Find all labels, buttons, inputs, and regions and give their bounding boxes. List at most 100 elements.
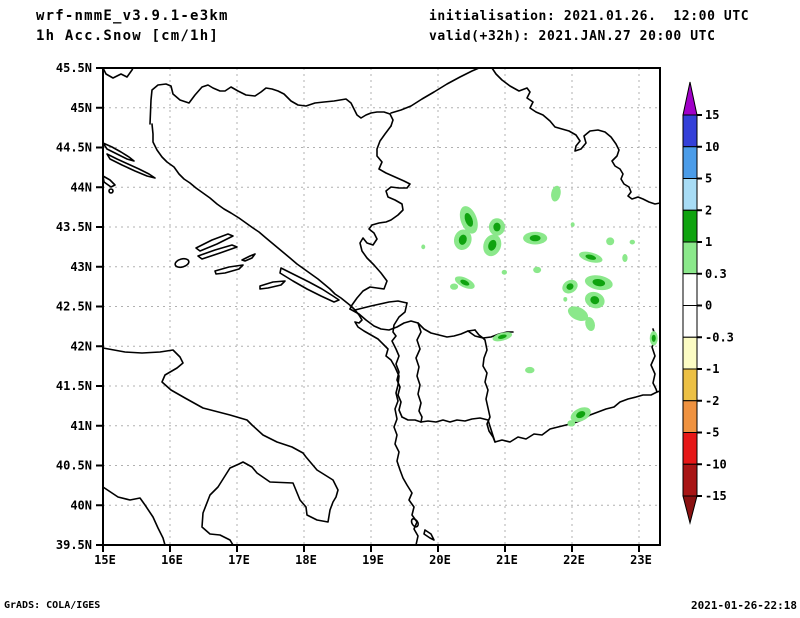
snow-patch [551,185,561,202]
snow-patch-core [529,234,541,242]
lon-tick-label: 18E [295,553,317,567]
coastline-italy-east [102,347,339,546]
island-dugi-otok [195,233,234,252]
snow-patch-core [493,222,501,232]
island-corfu [410,518,419,528]
lat-tick-label: 41N [70,419,92,433]
snow-patch [421,244,426,250]
border-north [149,83,394,127]
product-label: 1h Acc.Snow [cm/1h] [36,28,219,44]
snow-patch [622,254,628,262]
island-sliver-4 [197,244,238,260]
snow-patch-core [592,278,606,287]
island-sliver-2 [106,153,156,179]
colorbar-tick-label: 15 [705,108,719,122]
coast-hook [423,529,435,541]
snow-patch [450,283,459,290]
colorbar-segment [682,146,698,179]
colorbar-tick-label: 0.3 [705,267,727,281]
lon-tick-label: 15E [94,553,116,567]
border-drina [349,125,411,310]
colorbar-segment [682,178,698,211]
colorbar: 15 10 5 2 1 0.3 0 -0.3 -1 -2 -5 -10 -15 [682,81,734,525]
snow-accumulation-patches [421,185,658,427]
colorbar-segment [682,336,698,370]
map-area: 45.5N 45N 44.5N 44N 43.5N 43N 42.5N 42N 41.5N 41N… [56,61,661,567]
island-dot [108,188,114,194]
snow-patch-core [464,213,474,227]
lon-tick-label: 21E [496,553,518,567]
border-sava-east [390,67,480,114]
colorbar-tick-label: -5 [705,426,719,440]
grads-credit-label: GrADS: COLA/IGES [4,600,101,611]
axis-ticks [96,67,640,552]
colorbar-arrow-bottom [682,495,698,525]
colorbar-tick-label: -10 [705,457,727,471]
lon-tick-label: 19E [362,553,384,567]
snow-patch [606,237,615,246]
colorbar-tick-label: 5 [705,172,712,186]
lon-tick-label: 22E [563,553,585,567]
border-danube [491,67,661,205]
snow-patch-core [651,334,656,342]
lon-tick-label: 16E [161,553,183,567]
snow-patch [629,239,635,245]
colorbar-segment [682,432,698,465]
colorbar-tick-label: -2 [705,394,719,408]
border-albania-east [391,302,408,418]
snow-patch-core [488,239,497,251]
init-time-label: initialisation: 2021.01.26. 12:00 UTC [429,9,750,24]
colorbar-tick-label: 0 [705,299,712,313]
lat-tick-label: 42N [70,339,92,353]
snow-patch [570,222,575,228]
colorbar-tick-label: -0.3 [705,330,734,344]
island-sliver-1 [102,142,135,162]
lat-tick-label: 44.5N [56,141,92,155]
border-macedonia-east [474,329,496,443]
colorbar-arrow-top [682,81,698,116]
lat-tick-label: 39.5N [56,538,92,552]
snow-patch-core [460,279,470,286]
lat-tick-label: 42.5N [56,300,92,314]
colorbar-tick-label: 2 [705,203,712,217]
snow-patch [567,306,589,321]
colorbar-segment [682,241,698,275]
colorbar-segment [682,368,698,402]
lat-tick-label: 44N [70,180,92,194]
lat-tick-label: 45.5N [56,61,92,75]
border-kosovo-north [349,308,476,338]
island-sliver-3 [102,175,116,188]
snow-patch-core [458,234,467,245]
snow-patch-core [585,254,597,260]
island-sliver-5 [214,264,244,275]
colorbar-segment [682,209,698,243]
axis-labels: 45.5N 45N 44.5N 44N 43.5N 43N 42.5N 42N 41.5N 41N… [56,61,652,567]
colorbar-segment [682,400,698,433]
border-albania-macedonia [415,322,423,423]
snow-patch-core [566,283,574,290]
colorbar-tick-label: -15 [705,489,727,503]
snow-patch [533,266,542,274]
snow-patch [567,420,576,427]
snow-patch [525,366,535,374]
lat-tick-label: 43N [70,260,92,274]
colorbar-segment [682,463,698,497]
coastline-italy-west [102,486,166,546]
border-albania-greece [401,416,422,423]
colorbar-tick-label: 1 [705,235,712,249]
lon-tick-label: 20E [429,553,451,567]
island-korcula [259,280,286,290]
island-oval [174,257,190,269]
snow-patch-core [590,296,600,305]
snow-patch [501,269,508,275]
snow-patch [563,296,568,302]
island-hvar [241,253,256,262]
lat-tick-label: 40.5N [56,459,92,473]
border-montenegro-albania [354,300,408,311]
valid-time-label: valid(+32h): 2021.JAN.27 20:00 UTC [429,29,716,44]
lat-tick-label: 43.5N [56,220,92,234]
coastline-and-borders [102,67,661,546]
lat-tick-label: 41.5N [56,379,92,393]
colorbar-tick-label: 10 [705,140,719,154]
